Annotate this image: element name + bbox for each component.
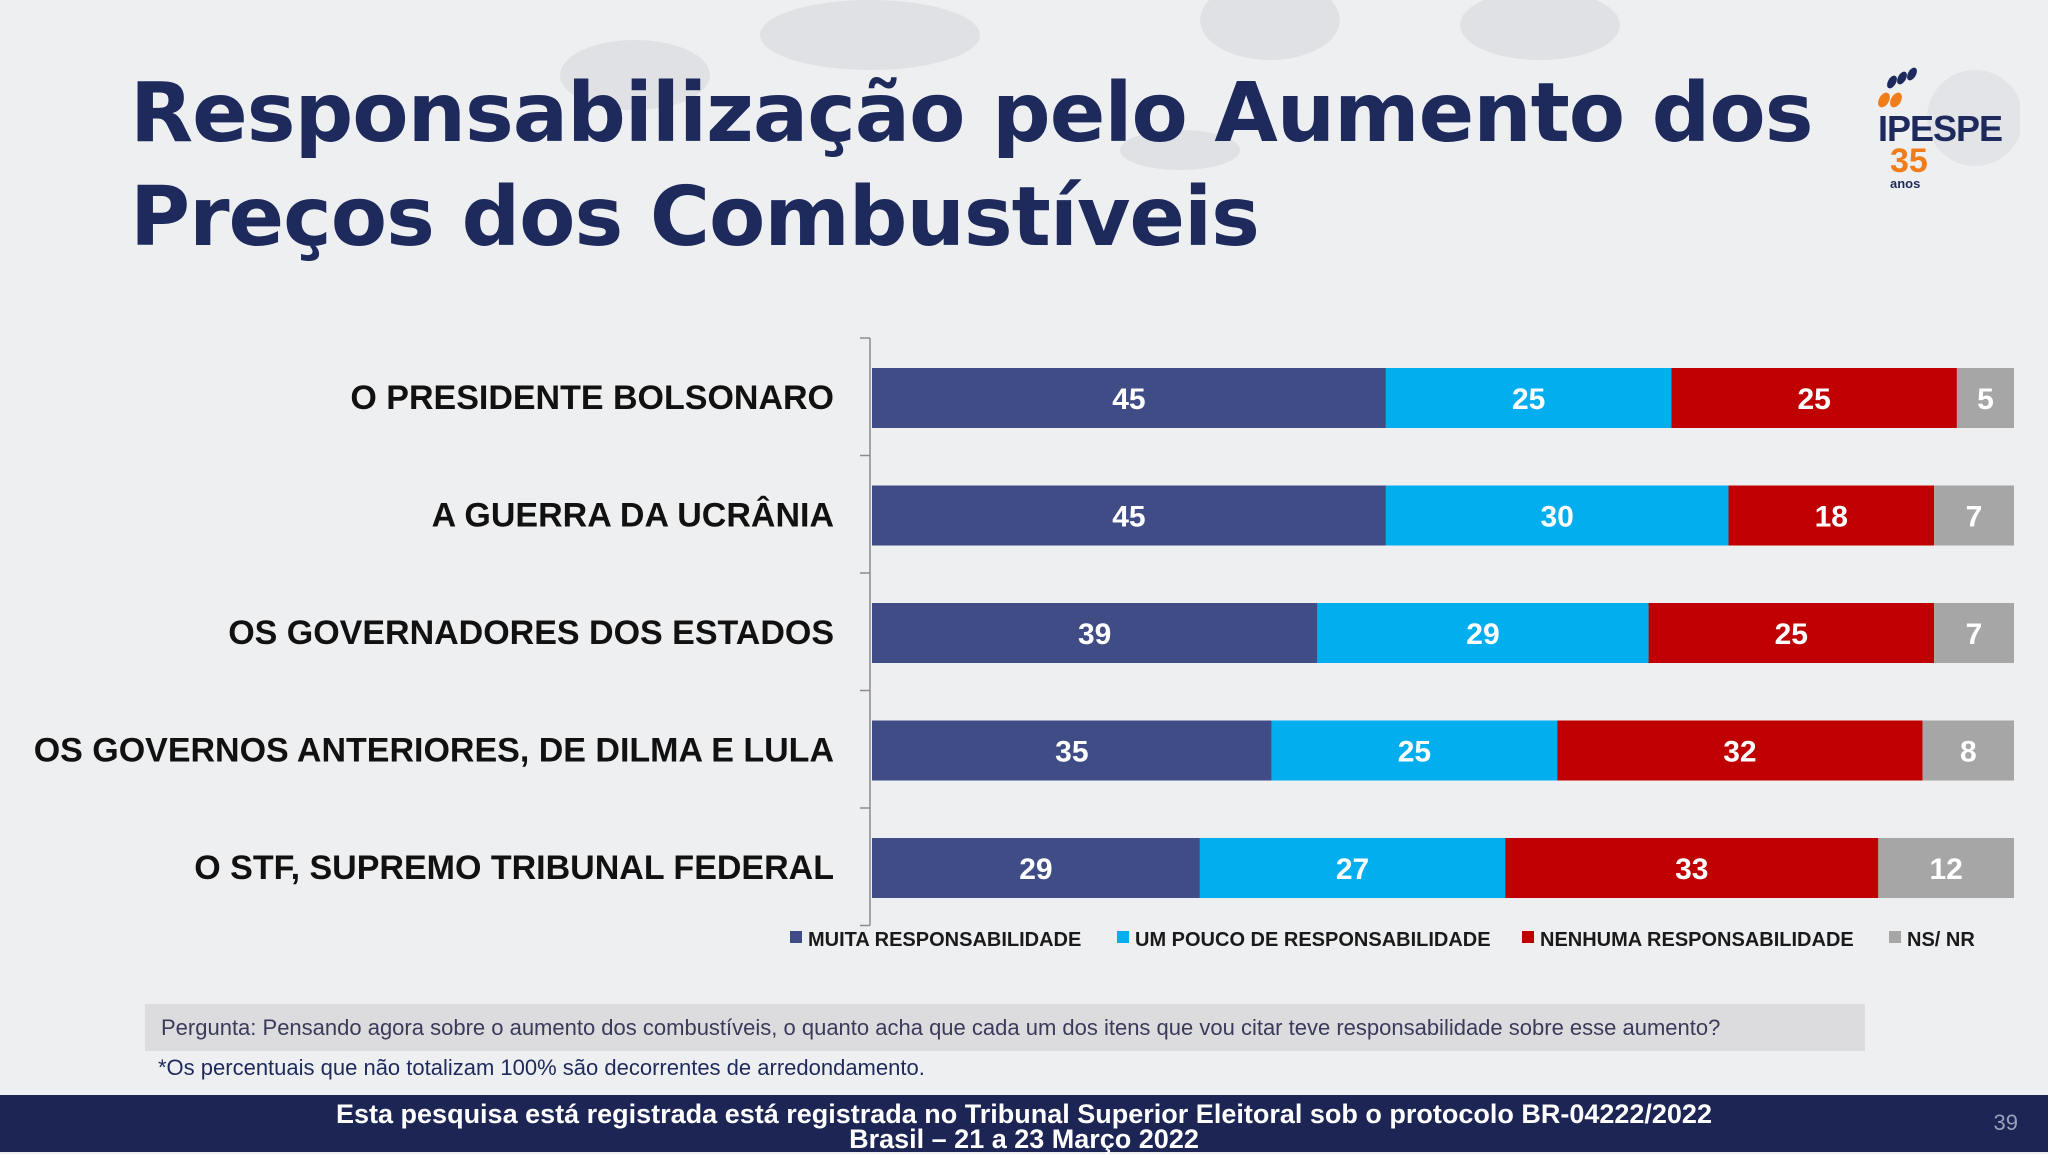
legend-label: UM POUCO DE RESPONSABILIDADE xyxy=(1135,929,1491,951)
bar-segment xyxy=(1956,368,2014,428)
bar-segment xyxy=(1648,603,1935,663)
bar-segment xyxy=(1934,603,2014,663)
background-decoration xyxy=(560,40,710,110)
bar-segment xyxy=(872,720,1272,781)
data-label: 7 xyxy=(1966,618,1983,651)
footer-date: Brasil – 21 a 23 Março 2022 xyxy=(849,1124,1199,1154)
data-label: 35 xyxy=(1055,736,1088,769)
background-decoration xyxy=(1120,130,1240,170)
data-label: 45 xyxy=(1112,501,1145,534)
bar-segment xyxy=(1922,720,2014,781)
category-label: OS GOVERNADORES DOS ESTADOS xyxy=(228,614,834,652)
question-text: Pergunta: Pensando agora sobre o aumento… xyxy=(161,1015,1721,1040)
logo-name: IPESPE xyxy=(1878,108,2003,149)
data-label: 32 xyxy=(1723,736,1756,769)
category-label: OS GOVERNOS ANTERIORES, DE DILMA E LULA xyxy=(34,732,834,770)
category-label: O PRESIDENTE BOLSONARO xyxy=(350,379,834,417)
data-label: 25 xyxy=(1398,736,1431,769)
logo-dots-icon xyxy=(1878,67,2020,166)
title-line-1: Responsabilização pelo Aumento dos xyxy=(130,66,1814,161)
legend-swatch xyxy=(1522,931,1534,943)
data-label: 5 xyxy=(1977,383,1994,416)
data-label: 45 xyxy=(1112,383,1145,416)
bar-segment xyxy=(1385,485,1729,546)
data-label: 25 xyxy=(1775,618,1808,651)
title-line-2: Preços dos Combustíveis xyxy=(130,170,1260,265)
bar-segment xyxy=(1199,838,1506,898)
data-label: 27 xyxy=(1336,853,1369,886)
bar-segment xyxy=(1317,603,1649,663)
data-label: 30 xyxy=(1541,501,1574,534)
data-label: 25 xyxy=(1797,383,1830,416)
bar-segment xyxy=(1505,838,1879,898)
legend-label: MUITA RESPONSABILIDADE xyxy=(808,929,1081,951)
background-decoration xyxy=(760,0,980,70)
data-label: 8 xyxy=(1960,736,1977,769)
footer-registration: Esta pesquisa está registrada está regis… xyxy=(336,1099,1712,1129)
data-label: 29 xyxy=(1466,618,1499,651)
bar-segment xyxy=(1557,720,1923,781)
logo-number: 35 xyxy=(1890,142,1928,180)
bar-segment xyxy=(1728,485,1935,546)
logo-subtitle: anos xyxy=(1890,176,1921,191)
question-box: Pergunta: Pensando agora sobre o aumento… xyxy=(145,1004,1865,1051)
bar-segment xyxy=(872,368,1386,428)
ipespe-logo: IPESPE 35 anos xyxy=(1870,60,2020,191)
legend-swatch xyxy=(1889,931,1901,943)
bar-segment xyxy=(1671,368,1957,428)
bar-segment xyxy=(1878,838,2014,898)
data-label: 12 xyxy=(1929,853,1962,886)
legend-label: NS/ NR xyxy=(1907,929,1975,951)
legend-swatch xyxy=(1117,931,1129,943)
legend-swatch xyxy=(790,931,802,943)
data-label: 33 xyxy=(1675,853,1708,886)
category-label: A GUERRA DA UCRÂNIA xyxy=(432,497,834,535)
bar-segment xyxy=(1934,485,2014,546)
page-title: Responsabilização pelo Aumento dos Preço… xyxy=(130,62,1814,270)
legend-label: NENHUMA RESPONSABILIDADE xyxy=(1540,929,1854,951)
bar-segment xyxy=(1271,720,1558,781)
data-label: 39 xyxy=(1078,618,1111,651)
rounding-footnote: *Os percentuais que não totalizam 100% s… xyxy=(158,1055,925,1080)
bar-segment xyxy=(872,838,1200,898)
data-label: 7 xyxy=(1966,501,1983,534)
bar-segment xyxy=(872,485,1386,546)
bar-segment xyxy=(1385,368,1672,428)
data-label: 25 xyxy=(1512,383,1545,416)
bar-segment xyxy=(872,603,1318,663)
page-number: 39 xyxy=(1993,1110,2018,1135)
footer-bar: Esta pesquisa está registrada está regis… xyxy=(0,1095,2048,1154)
data-label: 29 xyxy=(1019,853,1052,886)
category-label: O STF, SUPREMO TRIBUNAL FEDERAL xyxy=(194,849,834,887)
stacked-bar-chart: O PRESIDENTE BOLSONARO 45 25 25 5 A GUERRA DA… xyxy=(34,337,2014,951)
background-decoration xyxy=(1460,0,1620,60)
data-label: 18 xyxy=(1815,501,1848,534)
